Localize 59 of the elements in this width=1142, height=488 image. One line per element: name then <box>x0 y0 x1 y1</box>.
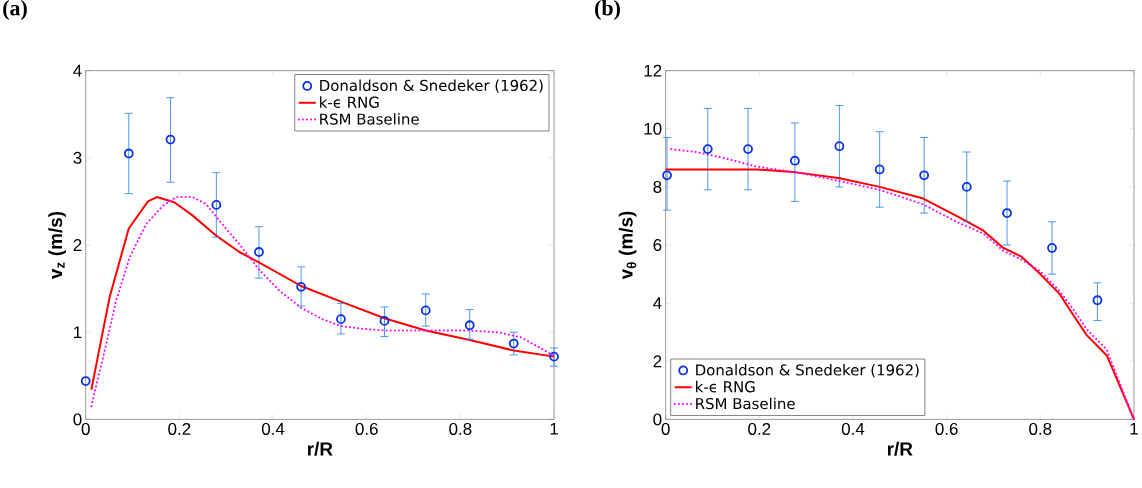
legend-label: RSM Baseline <box>320 113 419 125</box>
point <box>296 281 307 292</box>
point <box>1092 295 1103 306</box>
point <box>1047 242 1057 253</box>
y-tick-label: 0 <box>73 413 82 426</box>
y-tick-label: 12 <box>644 64 662 77</box>
chart-title: (a) <box>3 0 27 20</box>
point <box>254 247 264 257</box>
point <box>702 144 713 154</box>
legend-label: Donaldson & Snedeker (1962) <box>696 363 919 378</box>
point <box>549 351 559 362</box>
x-tick-label: 0.4 <box>261 422 285 435</box>
y-tick-label: 3 <box>73 151 82 164</box>
point <box>464 320 475 331</box>
point <box>80 376 91 386</box>
x-tick-label: 0.4 <box>841 422 865 435</box>
x-tick-label: 0.6 <box>355 422 378 435</box>
y-tick-label: 8 <box>653 180 662 193</box>
x-tick-label: 0.2 <box>748 422 771 435</box>
y-axis-title: v$_{z}$ (m/s) <box>48 211 66 279</box>
point <box>790 155 800 166</box>
point <box>211 199 222 210</box>
legend-label: k-ϵ RNG <box>696 380 755 393</box>
point <box>420 305 431 316</box>
y-tick-label: 6 <box>653 238 662 251</box>
point <box>165 134 176 145</box>
y-tick-label: 10 <box>644 122 662 135</box>
x-tick-label: 0 <box>661 422 670 435</box>
legend-label: k-ϵ RNG <box>320 96 379 108</box>
y-tick-label: 4 <box>653 297 662 309</box>
x-tick-label: 1 <box>1130 422 1138 435</box>
y-tick-label: 2 <box>653 355 662 368</box>
point <box>874 164 885 175</box>
point <box>336 314 346 324</box>
y-tick-label: 0 <box>653 413 662 426</box>
x-tick-label: 0.8 <box>449 422 472 435</box>
x-tick-label: 0.2 <box>168 422 191 435</box>
y-tick-label: 2 <box>73 239 82 251</box>
point <box>743 144 753 154</box>
point <box>834 141 845 152</box>
point <box>123 148 134 159</box>
point <box>1002 208 1012 218</box>
x-axis-title: r/R <box>307 441 333 456</box>
point <box>961 181 972 192</box>
point <box>662 170 672 181</box>
point <box>508 338 519 349</box>
point <box>379 315 390 326</box>
y-tick-label: 1 <box>74 326 82 338</box>
y-axis-title: v$_{θ}$ (m/s) <box>618 211 637 280</box>
x-tick-label: 1 <box>550 422 558 435</box>
x-tick-label: 0.8 <box>1029 422 1052 435</box>
y-tick-label: 4 <box>73 64 82 77</box>
x-tick-label: 0 <box>81 422 90 435</box>
chart-title: (b) <box>595 0 620 20</box>
x-tick-label: 0.6 <box>935 422 958 435</box>
legend-label: RSM Baseline <box>696 397 795 410</box>
legend-label: Donaldson & Snedeker (1962) <box>320 79 543 93</box>
point <box>919 170 930 181</box>
x-axis-title: r/R <box>887 441 913 456</box>
